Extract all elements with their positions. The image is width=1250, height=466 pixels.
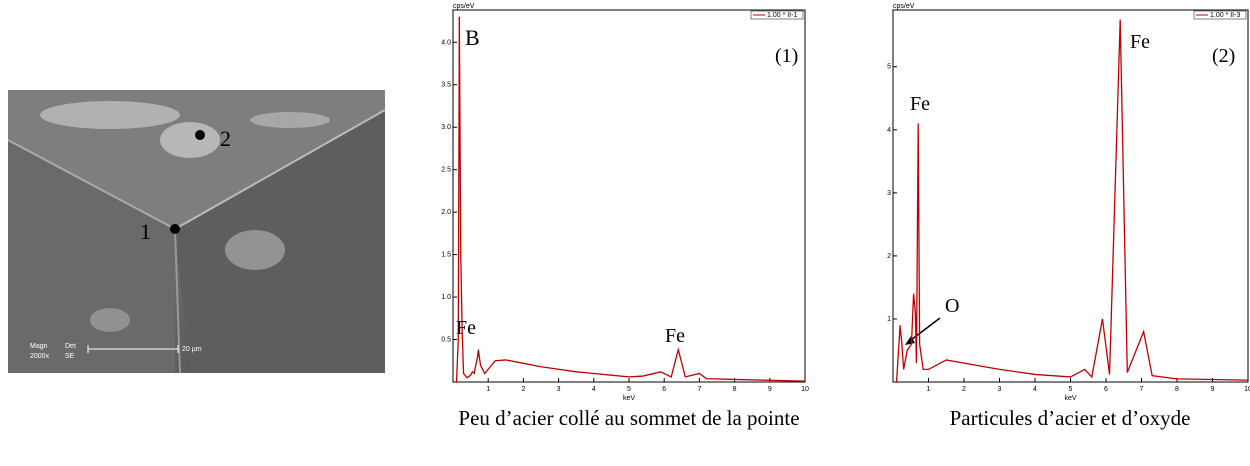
sem-image: 2 1 Magn 2000x Det SE 20 µm (7, 90, 386, 374)
y-tick-label: 1.5 (441, 252, 451, 259)
y-tick-label: 2.5 (441, 167, 451, 174)
annotation: B (465, 25, 480, 50)
y-tick-label: 2 (887, 253, 891, 260)
legend-box (1193, 10, 1247, 20)
annotation: Fe (1130, 31, 1150, 53)
arrow-head (905, 336, 915, 345)
point-label: 2 (220, 126, 231, 151)
sem-info: SE (65, 353, 75, 360)
y-tick-label: 3 (887, 190, 891, 197)
x-tick-label: 9 (1211, 386, 1215, 393)
legend-label: 1.00 * II-3 (1210, 12, 1240, 19)
annotation: Fe (910, 93, 930, 115)
x-tick-label: 2 (521, 386, 525, 393)
x-tick-label: 10 (1244, 386, 1250, 393)
y-axis-label: cps/eV (893, 3, 915, 10)
x-tick-label: 7 (697, 386, 701, 393)
annotation: Fe (665, 325, 685, 347)
y-tick-label: 4.0 (441, 39, 451, 46)
sem-info: 2000x (30, 353, 50, 360)
x-tick-label: 2 (962, 386, 966, 393)
y-axis-label: cps/eV (453, 3, 475, 10)
x-tick-label: 10 (801, 386, 809, 393)
annotation: (1) (775, 45, 798, 67)
y-tick-label: 2.0 (441, 209, 451, 216)
x-tick-label: 5 (627, 386, 631, 393)
x-tick-label: 1 (486, 386, 490, 393)
x-axis-label: keV (623, 395, 635, 402)
legend-box (750, 10, 804, 20)
x-tick-label: 8 (733, 386, 737, 393)
legend-label: 1.00 * II-1 (767, 12, 797, 19)
scale-label: 20 µm (182, 346, 202, 353)
caption: Particules d’acier et d’oxyde (949, 406, 1191, 430)
point-label: 1 (140, 219, 151, 244)
spectrum-line (895, 19, 1249, 383)
spectrum-line (455, 16, 806, 383)
sem-info: Det (65, 343, 76, 350)
y-tick-label: 1.0 (441, 294, 451, 301)
x-tick-label: 5 (1069, 386, 1073, 393)
x-axis-label: keV (1064, 395, 1076, 402)
annotation: O (945, 295, 959, 317)
x-tick-label: 7 (1140, 386, 1144, 393)
y-tick-label: 5 (887, 64, 891, 71)
annotation: Fe (456, 317, 476, 339)
x-tick-label: 4 (1033, 386, 1037, 393)
annotation: (2) (1212, 45, 1235, 67)
y-tick-label: 3.0 (441, 124, 451, 131)
x-tick-label: 8 (1175, 386, 1179, 393)
x-tick-label: 6 (1104, 386, 1108, 393)
x-tick-label: 4 (592, 386, 596, 393)
plot-frame (452, 9, 806, 383)
y-tick-label: 4 (887, 127, 891, 134)
y-tick-label: 0.5 (441, 337, 451, 344)
y-tick-label: 1 (887, 316, 891, 323)
plot-frame (892, 9, 1249, 383)
x-tick-label: 1 (927, 386, 931, 393)
x-tick-label: 9 (768, 386, 772, 393)
y-tick-label: 3.5 (441, 82, 451, 89)
caption: Peu d’acier collé au sommet de la pointe (458, 406, 800, 430)
x-tick-label: 6 (662, 386, 666, 393)
sem-info: Magn (30, 343, 48, 350)
x-tick-label: 3 (998, 386, 1002, 393)
x-tick-label: 3 (557, 386, 561, 393)
